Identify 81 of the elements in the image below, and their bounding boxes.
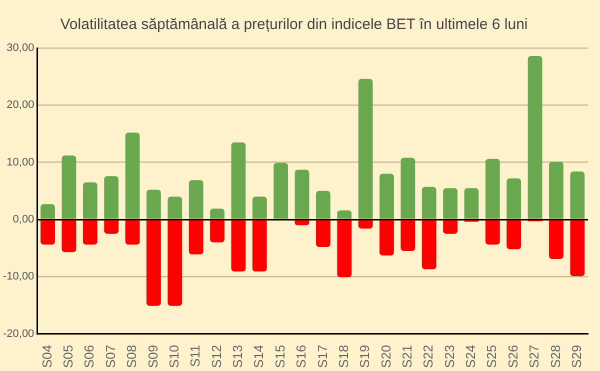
- x-tick-label: S05: [60, 344, 76, 368]
- bar: [549, 220, 564, 259]
- x-tick-label: S19: [357, 344, 372, 368]
- bar: [210, 220, 224, 242]
- x-tick-label: S16: [294, 344, 309, 368]
- bar: [168, 220, 182, 306]
- x-tick-label: S13: [230, 344, 246, 368]
- bar: [125, 220, 140, 245]
- bar: [316, 220, 330, 247]
- bar: [443, 188, 458, 219]
- x-tick-label: S14: [251, 344, 266, 368]
- bar: [40, 204, 55, 219]
- x-tick-label: S20: [378, 344, 394, 368]
- bar: [146, 220, 161, 306]
- x-tick-label: S17: [314, 344, 330, 368]
- bar: [400, 220, 416, 251]
- x-tick-label: S26: [505, 344, 520, 368]
- bar: [316, 190, 330, 219]
- bar: [40, 220, 55, 245]
- bar: [337, 220, 352, 278]
- bar: [422, 186, 436, 219]
- bar: [252, 220, 267, 272]
- y-tick-label: -10,00: [2, 270, 34, 283]
- bar: [485, 158, 500, 219]
- bar: [188, 180, 204, 219]
- bar: [549, 162, 564, 219]
- bar: [485, 220, 500, 245]
- bar: [422, 220, 436, 270]
- x-tick-label: S24: [463, 344, 478, 368]
- bar: [104, 176, 119, 219]
- y-tick-label: 20,00: [6, 99, 34, 112]
- x-tick-label: S09: [145, 344, 160, 368]
- y-tick-label: -20,00: [2, 328, 34, 340]
- bar: [358, 220, 373, 229]
- x-tick-label: S07: [102, 344, 118, 368]
- bar: [82, 182, 98, 219]
- bar: [380, 174, 394, 219]
- x-tick-label: S25: [484, 344, 500, 368]
- bar: [231, 220, 246, 272]
- chart-title: Volatilitatea săptămânală a prețurilor din indicele BET în ultimele 6 luni: [60, 16, 528, 34]
- bar: [443, 220, 458, 234]
- x-tick-label: S18: [336, 344, 351, 368]
- x-tick-label: S22: [420, 344, 436, 368]
- y-tick-label: 30,00: [6, 42, 34, 54]
- bar: [82, 220, 98, 245]
- x-tick-label: S11: [188, 344, 203, 368]
- bar: [570, 220, 585, 276]
- bar: [337, 210, 352, 219]
- x-tick-label: S15: [272, 344, 288, 368]
- x-tick-label: S23: [442, 344, 457, 368]
- y-tick-label: 10,00: [6, 156, 34, 168]
- bar: [506, 178, 522, 219]
- bar: [231, 142, 246, 219]
- bar: [506, 220, 522, 250]
- x-tick-label: S12: [208, 344, 224, 368]
- bar: [188, 220, 204, 254]
- bar: [252, 196, 267, 219]
- bar: [62, 155, 76, 219]
- bar: [528, 56, 542, 219]
- bar: [210, 208, 224, 219]
- bar: [274, 162, 288, 219]
- x-tick-label: S27: [526, 344, 542, 368]
- bar: [358, 78, 373, 219]
- bar: [464, 188, 479, 219]
- y-tick-label: 0,00: [12, 214, 34, 226]
- x-tick-label: S10: [166, 344, 182, 368]
- bar: [294, 170, 310, 219]
- bar: [62, 220, 76, 252]
- bar: [104, 220, 119, 234]
- x-tick-label: S28: [548, 344, 563, 368]
- bar: [400, 158, 416, 219]
- x-tick-label: S04: [39, 344, 54, 368]
- x-tick-label: S29: [568, 344, 584, 368]
- x-tick-label: S21: [400, 344, 415, 368]
- bar: [570, 171, 585, 219]
- x-tick-label: S06: [82, 344, 97, 368]
- x-tick-label: S08: [124, 344, 140, 368]
- bar: [168, 196, 182, 219]
- bar: [380, 220, 394, 256]
- bar: [125, 132, 140, 219]
- bar: [146, 190, 161, 219]
